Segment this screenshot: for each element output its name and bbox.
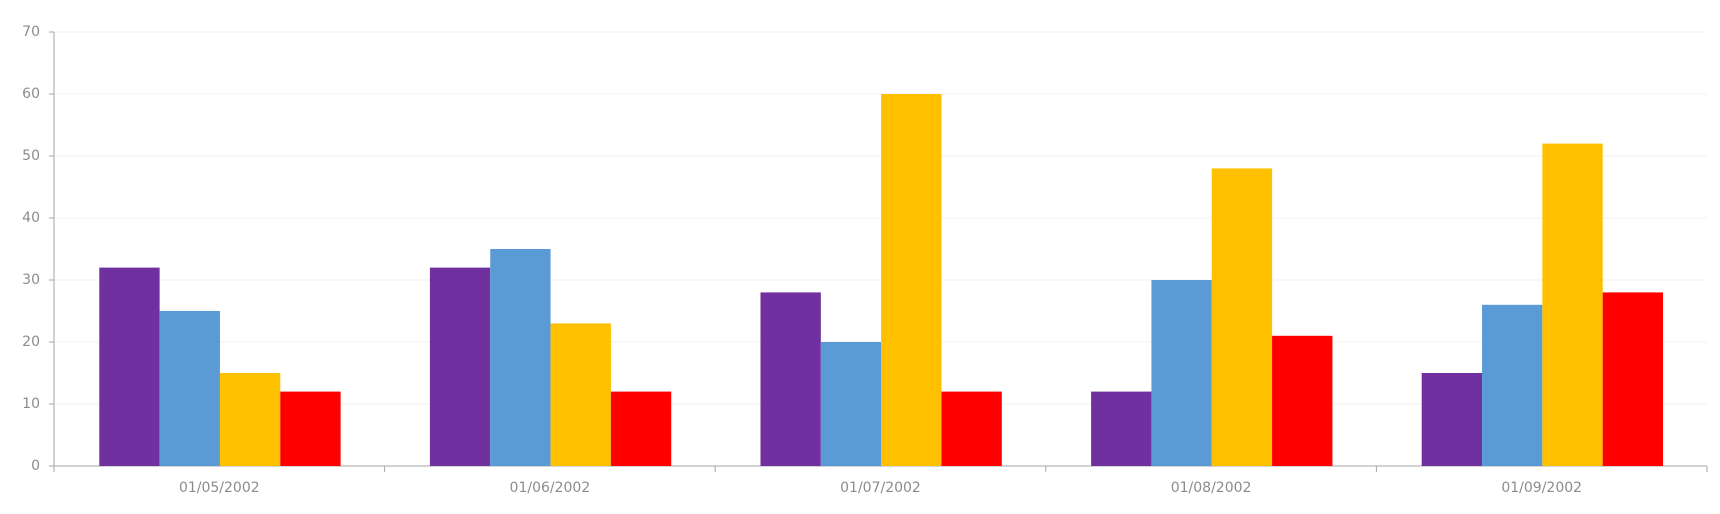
bar — [610, 391, 672, 466]
x-tick-label: 01/06/2002 — [510, 480, 591, 496]
x-tick-label: 01/05/2002 — [179, 480, 260, 496]
bar — [1272, 335, 1333, 466]
bar — [1151, 280, 1212, 466]
bar — [550, 323, 611, 466]
bar — [881, 94, 942, 466]
bar — [820, 342, 882, 466]
y-tick-label: 40 — [22, 210, 40, 226]
y-tick-label: 50 — [22, 148, 40, 164]
x-tick-label: 01/07/2002 — [840, 480, 921, 496]
bar — [1602, 292, 1664, 466]
x-tick-label: 01/08/2002 — [1171, 480, 1252, 496]
bar — [1421, 373, 1483, 466]
y-tick-label: 60 — [22, 86, 40, 102]
bar — [280, 391, 341, 466]
bar — [1542, 143, 1603, 466]
y-tick-label: 20 — [22, 334, 40, 350]
bar — [159, 311, 220, 466]
bar — [219, 373, 281, 466]
bar — [760, 292, 821, 466]
y-tick-label: 10 — [22, 396, 40, 412]
bar — [1482, 304, 1543, 466]
x-tick-label: 01/09/2002 — [1501, 480, 1582, 496]
bar — [429, 267, 491, 466]
y-tick-label: 70 — [22, 24, 40, 40]
bar — [1091, 391, 1152, 466]
bar — [1211, 168, 1273, 466]
y-tick-label: 30 — [22, 272, 40, 288]
bar — [941, 391, 1002, 466]
y-tick-label: 0 — [31, 458, 40, 474]
bar — [490, 249, 551, 466]
bar — [99, 267, 160, 466]
